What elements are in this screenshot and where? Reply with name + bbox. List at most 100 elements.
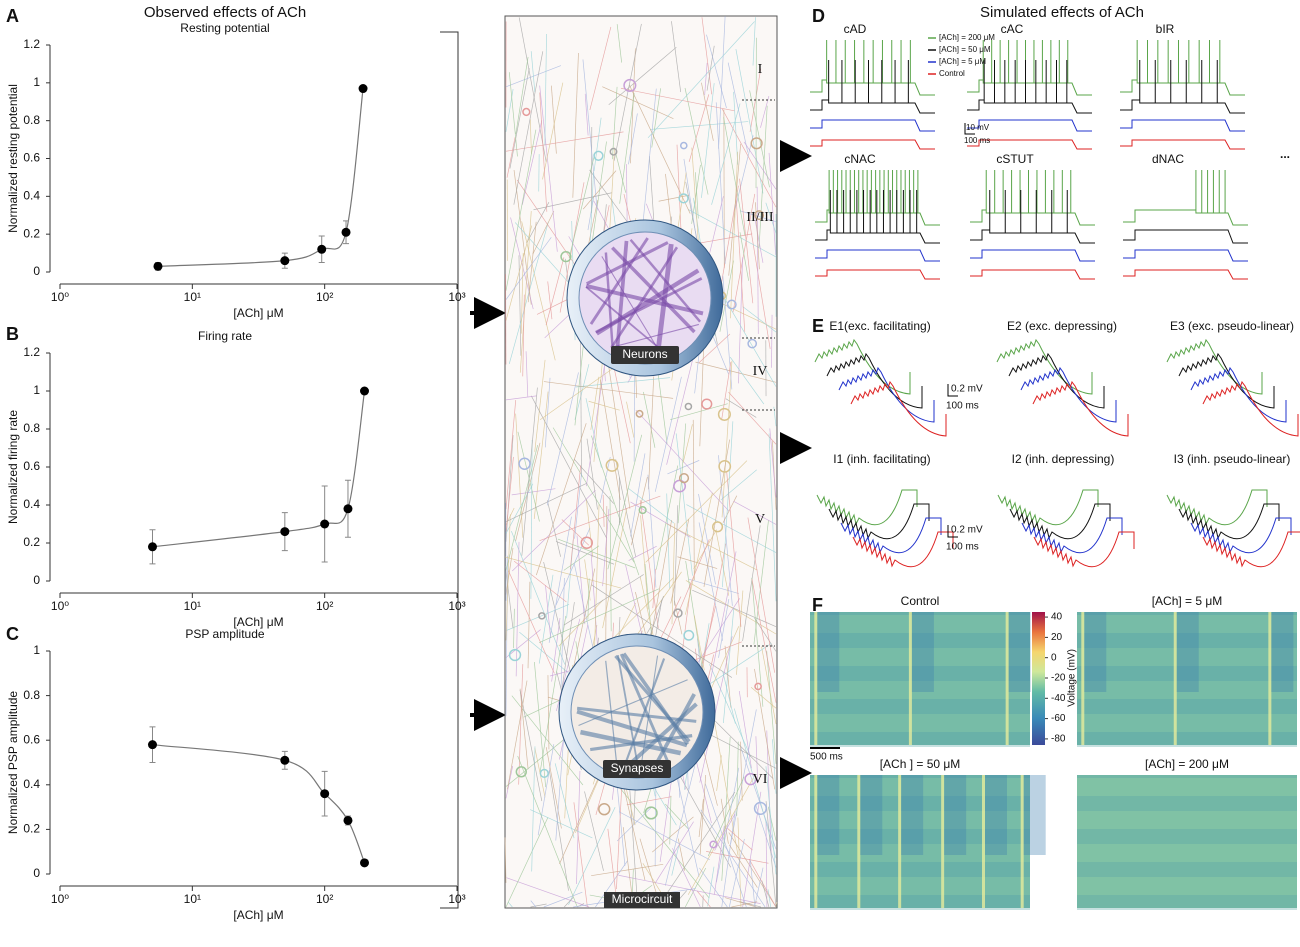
heatmap-row	[1077, 696, 1297, 699]
synapse-label: E1(exc. facilitating)	[829, 319, 930, 333]
psp-trace	[1203, 382, 1298, 436]
chart-title: PSP amplitude	[185, 627, 264, 641]
psp-trace	[1033, 382, 1128, 436]
heatmap-row	[1077, 898, 1297, 901]
heatmap-shade	[1271, 612, 1293, 692]
point	[148, 740, 157, 749]
point	[342, 228, 351, 237]
heatmap-row	[810, 735, 1030, 738]
x-tick-label: 10⁰	[51, 599, 69, 613]
heatmap-shade	[1084, 612, 1106, 692]
panel-letter: E	[812, 316, 824, 336]
heatmap-row	[810, 729, 1030, 732]
heatmap-row	[1077, 832, 1297, 835]
map-title: [ACh] = 200 μM	[1145, 757, 1229, 771]
heatmap-row	[810, 699, 1030, 702]
bracket	[440, 32, 458, 908]
x-tick-label: 10²	[316, 290, 333, 304]
heatmap-row	[1077, 847, 1297, 850]
voltage-trace	[1120, 40, 1245, 95]
heatmap-band	[982, 775, 985, 908]
heatmap-row	[1077, 883, 1297, 886]
heatmap-row	[1077, 796, 1297, 799]
heatmap-row	[1077, 850, 1297, 853]
voltage-trace	[1123, 170, 1248, 225]
point	[343, 504, 352, 513]
voltage-trace	[970, 250, 1095, 261]
x-tick-label: 10²	[316, 892, 333, 906]
x-tick-label: 10³	[448, 892, 465, 906]
point	[320, 520, 329, 529]
psp-trace	[1009, 354, 1104, 408]
heatmap-shade	[817, 612, 839, 692]
map-title: Control	[901, 594, 940, 608]
heatmap-row	[810, 705, 1030, 708]
colorbar	[1032, 612, 1045, 745]
cell-label: cAD	[844, 22, 867, 36]
heatmap-shade	[1024, 775, 1046, 855]
heatmap-shade	[944, 775, 966, 855]
layer-label: V	[755, 512, 765, 527]
x-axis-label: [ACh] μM	[233, 306, 283, 320]
x-tick-label: 10²	[316, 599, 333, 613]
zoom-label: Synapses	[611, 761, 664, 775]
colorbar-tick-label: -80	[1051, 734, 1066, 745]
colorbar-tick-label: 0	[1051, 652, 1057, 663]
heatmap-row	[1077, 741, 1297, 744]
colorbar-tick-label: 20	[1051, 632, 1063, 643]
heatmap-row	[1077, 820, 1297, 823]
heatmap-row	[1077, 781, 1297, 784]
heatmap-row	[1077, 862, 1297, 865]
heatmap-band	[814, 612, 817, 745]
heatmap-shade	[901, 775, 923, 855]
y-tick-label: 0.2	[23, 226, 40, 240]
scale-ms: 100 ms	[946, 401, 979, 412]
point	[360, 387, 369, 396]
psp-trace	[851, 382, 946, 436]
heatmap-band	[1021, 775, 1024, 908]
y-tick-label: 1	[33, 643, 40, 657]
voltage-trace	[815, 270, 940, 279]
fit-curve	[152, 745, 364, 863]
heatmap-row	[1077, 717, 1297, 720]
heatmap-row	[1077, 886, 1297, 889]
heatmap-row	[810, 723, 1030, 726]
heatmap-shade	[860, 775, 882, 855]
x-axis-label: [ACh] μM	[233, 908, 283, 922]
heatmap-row	[810, 693, 1030, 696]
chart-title: Resting potential	[180, 21, 269, 35]
y-tick-label: 0.6	[23, 459, 40, 473]
y-tick-label: 0.4	[23, 189, 40, 203]
heatmap-row	[810, 738, 1030, 741]
heatmap-row	[1077, 880, 1297, 883]
heatmap-row	[1077, 732, 1297, 735]
panel-letter: F	[812, 595, 823, 615]
heatmap-row	[1077, 826, 1297, 829]
heatmap-row	[810, 865, 1030, 868]
heatmap-row	[1077, 856, 1297, 859]
y-tick-label: 0.2	[23, 822, 40, 836]
point	[359, 84, 368, 93]
voltage-trace	[1123, 250, 1248, 261]
heatmap-row	[1077, 744, 1297, 747]
psp-trace	[1179, 354, 1274, 408]
heatmap-row	[1077, 865, 1297, 868]
voltage-trace	[970, 270, 1095, 279]
heatmap-row	[810, 883, 1030, 886]
heatmap-row	[810, 744, 1030, 747]
scale-ms: 100 ms	[946, 542, 979, 553]
heatmap-row	[1077, 871, 1297, 874]
heatmap-row	[1077, 705, 1297, 708]
heatmap-row	[1077, 693, 1297, 696]
layer-label: II/III	[746, 210, 774, 225]
psp-trace	[1021, 368, 1116, 422]
heatmap-row	[1077, 829, 1297, 832]
time-scale: 500 ms	[810, 752, 843, 763]
heatmap-row	[810, 871, 1030, 874]
legend-label: [ACh] = 50 μM	[939, 45, 991, 54]
heatmap-row	[1077, 889, 1297, 892]
heatmap-row	[1077, 787, 1297, 790]
colorbar-tick-label: 40	[1051, 612, 1063, 623]
heatmap-row	[1077, 907, 1297, 910]
heatmap-row	[810, 877, 1030, 880]
